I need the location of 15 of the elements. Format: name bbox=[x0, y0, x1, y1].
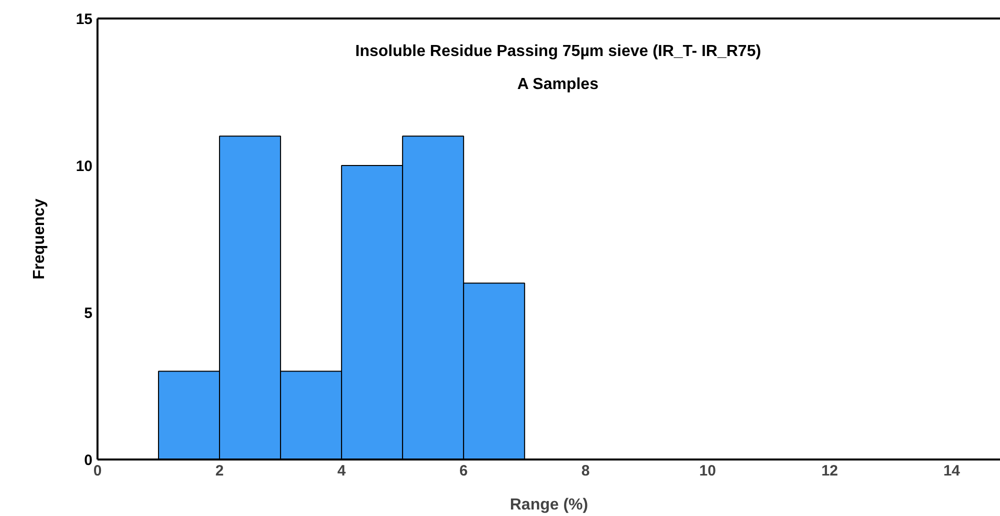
x-tick-label: 8 bbox=[581, 462, 590, 480]
y-tick-label: 15 bbox=[76, 11, 93, 28]
x-tick-label: 14 bbox=[943, 462, 961, 480]
x-axis-title: Range (%) bbox=[510, 496, 588, 514]
text: Insoluble Residue Passing 75µm sieve (IR_T- IR_R75) bbox=[355, 43, 762, 60]
x-tick-label: 10 bbox=[699, 462, 716, 480]
y-tick-label: 10 bbox=[76, 158, 93, 175]
x-tick-label: 6 bbox=[459, 462, 468, 480]
y-axis-title: Frequency bbox=[30, 198, 48, 280]
x-tick-label: 4 bbox=[337, 462, 346, 480]
y-tick-label: 0 bbox=[84, 452, 92, 469]
text: A Samples bbox=[517, 76, 599, 94]
x-tick-label: 2 bbox=[215, 462, 224, 480]
y-tick-label: 5 bbox=[84, 305, 92, 322]
x-tick-label: 12 bbox=[821, 462, 838, 480]
